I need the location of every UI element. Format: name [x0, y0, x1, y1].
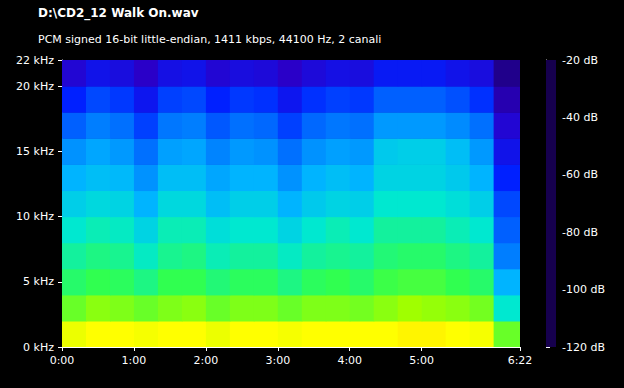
- svg-text:0:00: 0:00: [50, 354, 75, 367]
- svg-text:2:00: 2:00: [194, 354, 219, 367]
- svg-text:1:00: 1:00: [122, 354, 147, 367]
- svg-text:-40 dB: -40 dB: [562, 111, 598, 124]
- svg-text:6:22: 6:22: [508, 354, 533, 367]
- svg-text:5:00: 5:00: [409, 354, 434, 367]
- svg-text:22 kHz: 22 kHz: [16, 54, 54, 67]
- svg-text:20 kHz: 20 kHz: [16, 80, 54, 93]
- svg-text:4:00: 4:00: [337, 354, 362, 367]
- svg-text:-80 dB: -80 dB: [562, 226, 598, 239]
- svg-text:0 kHz: 0 kHz: [23, 341, 54, 354]
- svg-text:15 kHz: 15 kHz: [16, 145, 54, 158]
- svg-text:PCM signed 16-bit little-endia: PCM signed 16-bit little-endian, 1411 kb…: [38, 33, 381, 46]
- svg-text:-120 dB: -120 dB: [562, 341, 605, 354]
- svg-text:-20 dB: -20 dB: [562, 54, 598, 67]
- svg-text:D:\CD2_12 Walk On.wav: D:\CD2_12 Walk On.wav: [38, 6, 199, 21]
- svg-text:3:00: 3:00: [265, 354, 290, 367]
- svg-text:5 kHz: 5 kHz: [23, 275, 54, 288]
- svg-text:10 kHz: 10 kHz: [16, 210, 54, 223]
- svg-text:-100 dB: -100 dB: [562, 283, 605, 296]
- svg-text:-60 dB: -60 dB: [562, 168, 598, 181]
